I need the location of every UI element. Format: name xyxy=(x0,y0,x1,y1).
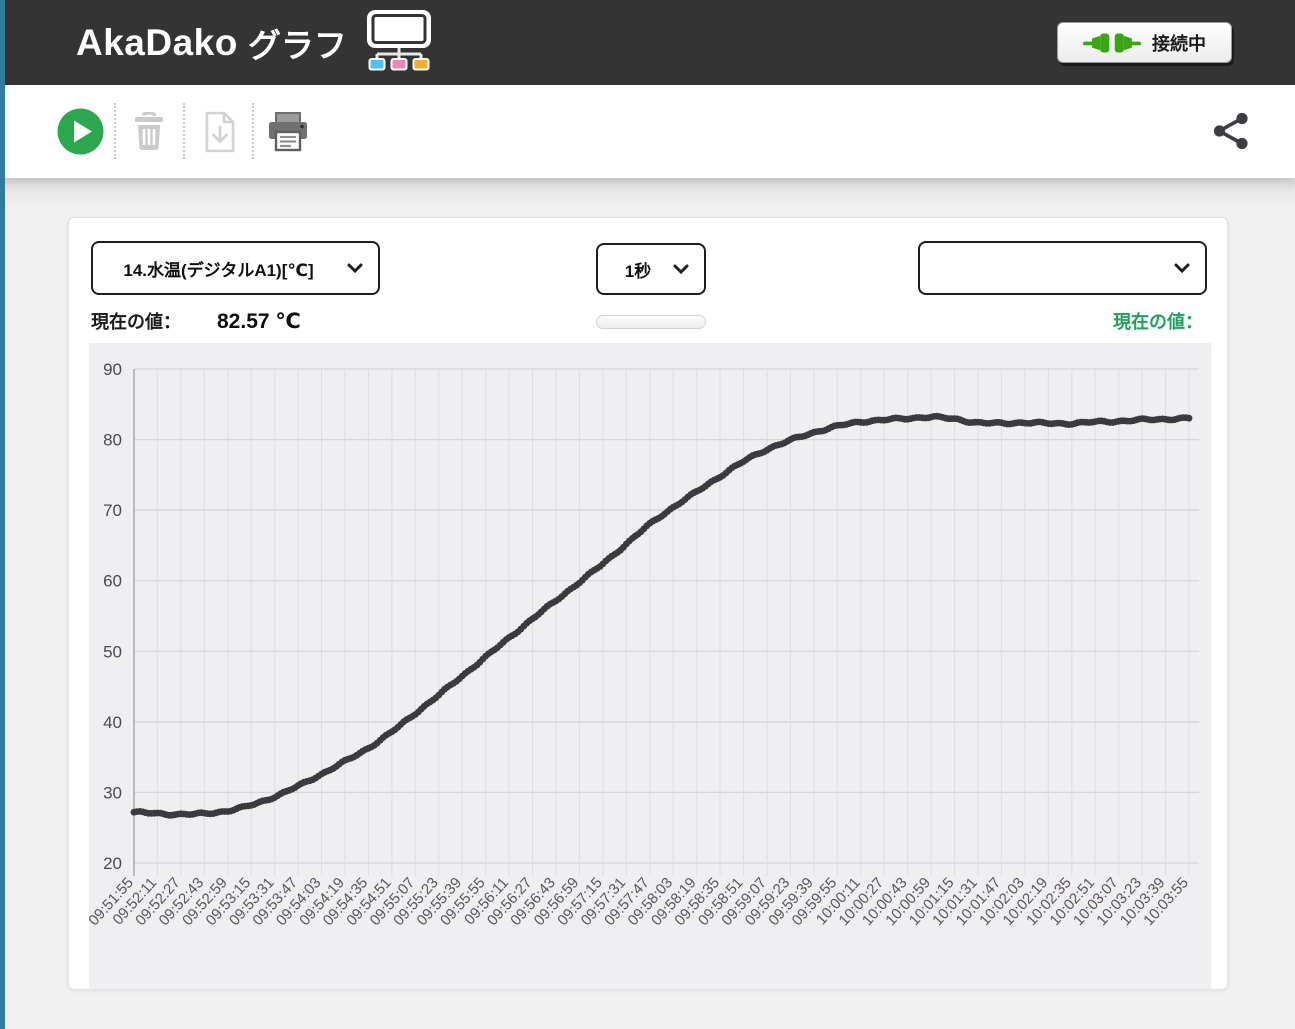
svg-text:90: 90 xyxy=(103,360,122,379)
svg-text:50: 50 xyxy=(103,642,122,661)
play-icon xyxy=(57,108,104,155)
toolbar-separator xyxy=(183,103,185,159)
sensor-select-value: 14.水温(デジタルA1)[℃] xyxy=(123,260,314,280)
current-value-label: 現在の値： xyxy=(91,312,181,332)
temperature-line-chart: 20 30 40 50 60 70 80 90 09:51:55 09:52:11 09:52:27… xyxy=(85,343,1211,989)
connect-status-label: 接続中 xyxy=(1152,33,1206,54)
svg-text:40: 40 xyxy=(103,713,122,732)
clear-button[interactable] xyxy=(127,110,171,154)
sampling-progress-pill xyxy=(596,315,706,329)
plug-icon xyxy=(1083,30,1141,56)
chevron-down-icon xyxy=(673,259,689,279)
chevron-down-icon xyxy=(347,258,363,278)
svg-text:30: 30 xyxy=(103,783,122,802)
trash-icon xyxy=(135,112,163,150)
compare-current-value-label: 現在の値： xyxy=(1113,312,1203,332)
printer-icon xyxy=(269,112,307,152)
akadako-board-icon xyxy=(363,9,435,76)
print-button[interactable] xyxy=(266,110,310,154)
svg-text:70: 70 xyxy=(103,501,122,520)
graph-panel: 14.水温(デジタルA1)[℃] 1秒 現在の値： 82.57 ℃ 現在の値： … xyxy=(68,217,1228,990)
app-header: AkaDako グラフ xyxy=(0,0,1295,85)
toolbar-separator xyxy=(114,103,116,159)
share-icon xyxy=(1213,112,1248,150)
compare-sensor-select[interactable] xyxy=(918,241,1207,295)
file-download-icon xyxy=(205,111,235,153)
sensor-select[interactable]: 14.水温(デジタルA1)[℃] xyxy=(91,241,380,295)
interval-select-value: 1秒 xyxy=(624,261,652,281)
current-value-row: 現在の値： 82.57 ℃ xyxy=(91,308,301,334)
app-title-sub: グラフ xyxy=(247,26,347,64)
play-button[interactable] xyxy=(57,108,104,155)
accent-stripe xyxy=(0,0,5,1029)
connect-status-button[interactable]: 接続中 xyxy=(1057,22,1232,63)
toolbar xyxy=(0,85,1295,178)
svg-text:80: 80 xyxy=(103,431,122,450)
chevron-down-icon xyxy=(1174,258,1190,278)
toolbar-separator xyxy=(252,103,254,159)
svg-text:20: 20 xyxy=(103,854,122,873)
download-button[interactable] xyxy=(198,110,242,154)
app-title-main: AkaDako xyxy=(76,21,238,63)
current-value: 82.57 ℃ xyxy=(217,310,301,333)
interval-select[interactable]: 1秒 xyxy=(596,243,706,295)
share-button[interactable] xyxy=(1212,111,1252,151)
app-title: AkaDako グラフ xyxy=(76,0,435,85)
svg-text:60: 60 xyxy=(103,572,122,591)
